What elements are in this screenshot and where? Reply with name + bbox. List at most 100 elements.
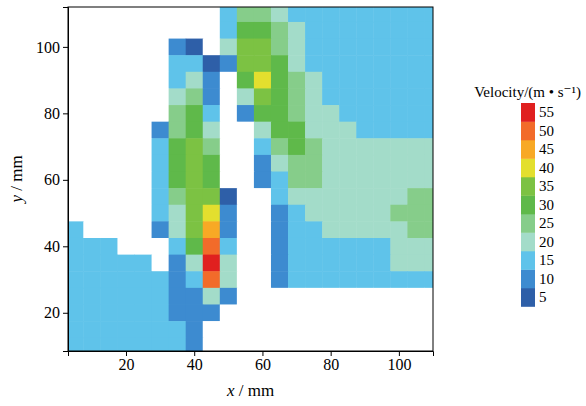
- x-tick-mark: [331, 351, 332, 356]
- cell: [339, 122, 357, 139]
- cell: [100, 105, 118, 122]
- cell: [169, 304, 187, 321]
- cell: [288, 39, 306, 56]
- cell: [407, 22, 425, 39]
- cell: [305, 271, 323, 288]
- colorbar-label: 25: [539, 215, 554, 231]
- cell: [186, 55, 204, 72]
- cell: [407, 7, 425, 22]
- y-axis-line: [63, 8, 69, 352]
- cell: [186, 321, 204, 338]
- y-tick-mark: [63, 313, 68, 314]
- cell: [373, 321, 391, 338]
- cell: [271, 304, 289, 321]
- y-axis: 20406080100: [36, 8, 69, 352]
- cell: [356, 22, 374, 39]
- cell: [237, 155, 255, 172]
- y-tick: 20: [44, 304, 68, 321]
- cell: [100, 88, 118, 105]
- cell: [152, 188, 170, 205]
- cell: [254, 255, 272, 272]
- cell: [288, 221, 306, 238]
- cell: [271, 321, 289, 338]
- x-tick-mark: [194, 351, 195, 356]
- colorbar-swatch: [521, 288, 535, 307]
- cell: [271, 72, 289, 89]
- cell: [117, 221, 135, 238]
- cell: [68, 155, 84, 172]
- cell: [271, 122, 289, 139]
- x-tick: 100: [387, 351, 411, 373]
- cell: [237, 321, 255, 338]
- cell: [135, 105, 153, 122]
- cell: [237, 288, 255, 305]
- cell: [288, 105, 306, 122]
- cell: [288, 138, 306, 155]
- cell: [407, 88, 425, 105]
- cell: [373, 205, 391, 222]
- cell: [237, 22, 255, 39]
- cell: [390, 72, 408, 89]
- cell: [220, 138, 238, 155]
- cell: [203, 88, 221, 105]
- cell: [424, 22, 433, 39]
- y-tick-label: 100: [36, 39, 60, 56]
- cell: [390, 321, 408, 338]
- cell: [339, 88, 357, 105]
- cell: [407, 321, 425, 338]
- cell: [373, 155, 391, 172]
- cell: [117, 188, 135, 205]
- cell: [169, 105, 187, 122]
- colorbar-swatch: [521, 196, 535, 215]
- colorbar-swatch: [521, 177, 535, 196]
- cell: [203, 321, 221, 338]
- cell: [152, 105, 170, 122]
- cell: [135, 88, 153, 105]
- cell: [305, 255, 323, 272]
- cell: [100, 321, 118, 338]
- cell: [220, 88, 238, 105]
- cell: [117, 7, 135, 22]
- cell: [135, 39, 153, 56]
- cell: [186, 7, 204, 22]
- cell: [100, 221, 118, 238]
- cell: [271, 22, 289, 39]
- cell: [322, 72, 340, 89]
- cell: [390, 138, 408, 155]
- cell: [135, 155, 153, 172]
- cell: [373, 238, 391, 255]
- cell: [68, 304, 84, 321]
- cell: [305, 304, 323, 321]
- cell: [424, 88, 433, 105]
- cell: [390, 172, 408, 189]
- cell: [424, 271, 433, 288]
- cell: [254, 271, 272, 288]
- cell: [152, 255, 170, 272]
- y-tick: 40: [44, 238, 68, 255]
- cell: [117, 155, 135, 172]
- cell: [100, 7, 118, 22]
- cell: [83, 22, 101, 39]
- x-axis-title: x / mm: [226, 381, 274, 400]
- cell: [373, 7, 391, 22]
- cell: [169, 88, 187, 105]
- cell: [407, 188, 425, 205]
- cell: [203, 7, 221, 22]
- cell: [152, 221, 170, 238]
- cell: [68, 72, 84, 89]
- cell: [305, 105, 323, 122]
- cell: [83, 138, 101, 155]
- cell: [424, 72, 433, 89]
- cell: [288, 338, 306, 351]
- cell: [100, 39, 118, 56]
- cell: [288, 321, 306, 338]
- colorbar-swatch: [521, 270, 535, 289]
- cell: [288, 7, 306, 22]
- cell: [186, 338, 204, 351]
- cell: [305, 188, 323, 205]
- cell: [390, 55, 408, 72]
- cell: [356, 221, 374, 238]
- cell: [169, 205, 187, 222]
- cell: [169, 55, 187, 72]
- cell: [322, 321, 340, 338]
